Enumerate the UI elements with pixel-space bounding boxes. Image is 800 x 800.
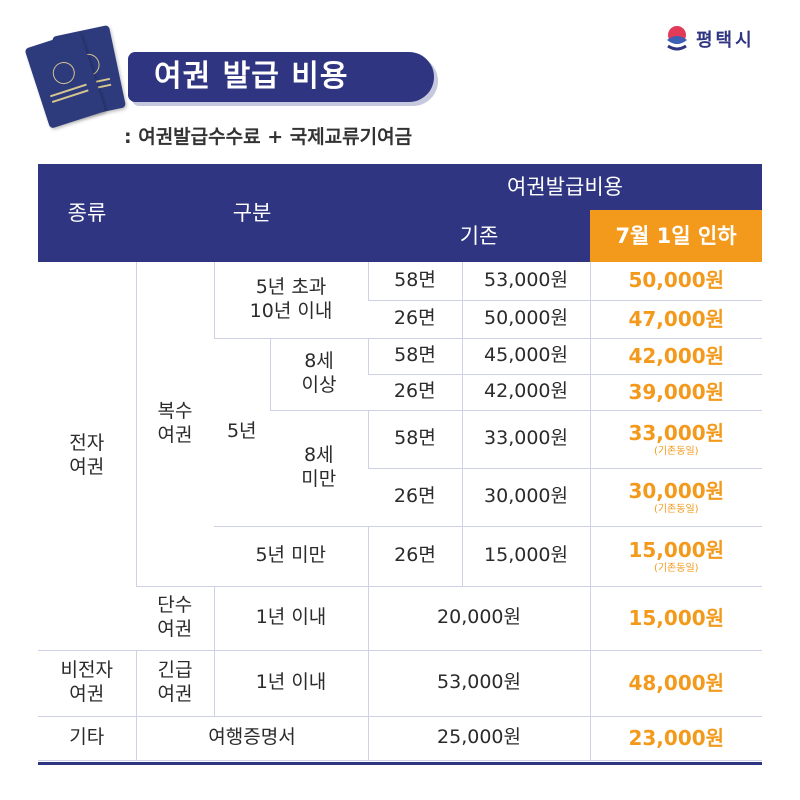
old-fee-cell: 53,000원 bbox=[461, 262, 591, 301]
group-age8-over: 8세 이상 bbox=[269, 338, 369, 411]
header-existing: 기존 bbox=[368, 210, 591, 262]
group-five-year: 5년 bbox=[214, 338, 270, 527]
period-cell: 1년 이내 bbox=[213, 586, 369, 651]
pages-cell: 58면 bbox=[367, 410, 463, 469]
table-row: 26면 42,000원 39,000원 bbox=[38, 374, 763, 411]
pages-cell: 26면 bbox=[368, 374, 463, 411]
new-fee-cell: 50,000원 bbox=[589, 262, 763, 301]
old-fee-cell: 50,000원 bbox=[461, 300, 591, 339]
new-fee-cell: 33,000원 (기존동일) bbox=[589, 410, 763, 469]
table-row: 5년 미만 26면 15,000원 15,000원 (기존동일) bbox=[38, 526, 763, 587]
pages-cell: 58면 bbox=[367, 338, 463, 375]
new-fee-cell: 48,000원 bbox=[589, 650, 763, 717]
table-row: 5년 8세 이상 58면 45,000원 42,000원 bbox=[38, 338, 763, 527]
group-non-electronic: 비전자 여권 bbox=[38, 650, 136, 717]
page-title: 여권 발급 비용 bbox=[128, 52, 434, 102]
table-row: 26면 50,000원 47,000원 bbox=[38, 300, 763, 339]
period-cell: 1년 이내 bbox=[213, 650, 369, 717]
old-fee-cell: 42,000원 bbox=[461, 374, 591, 411]
header-fee: 여권발급비용 bbox=[368, 164, 763, 210]
new-fee-cell: 30,000원 (기존동일) bbox=[589, 468, 763, 527]
pages-cell: 26면 bbox=[368, 300, 463, 339]
same-note: (기존동일) bbox=[653, 504, 699, 515]
travel-cert-cell: 여행증명서 bbox=[135, 716, 369, 761]
brand-logo: 평택시 bbox=[664, 24, 755, 54]
passport-fee-table: 종류 구분 여권발급비용 기존 7월 1일 인하 전자 여권 복수 여권 5년 … bbox=[38, 164, 763, 761]
table-row: 기타 여행증명서 25,000원 23,000원 bbox=[38, 716, 763, 761]
new-fee-cell: 15,000원 (기존동일) bbox=[589, 526, 763, 587]
table-row: 8세 미만 58면 33,000원 33,000원 (기존동일) bbox=[38, 410, 763, 527]
group-other: 기타 bbox=[38, 716, 136, 761]
new-fee-cell: 39,000원 bbox=[589, 374, 763, 411]
old-fee-cell: 33,000원 bbox=[461, 410, 591, 469]
same-note: (기존동일) bbox=[653, 446, 699, 457]
old-fee-cell: 45,000원 bbox=[461, 338, 591, 375]
new-fee-cell: 47,000원 bbox=[589, 300, 763, 339]
group-under5: 5년 미만 bbox=[214, 526, 369, 587]
pages-cell: 26면 bbox=[368, 468, 463, 527]
table-row: 26면 30,000원 30,000원 (기존동일) bbox=[38, 468, 763, 527]
pages-cell: 26면 bbox=[367, 526, 463, 587]
group-age8-under: 8세 미만 bbox=[270, 410, 369, 527]
group-electronic: 전자 여권 bbox=[38, 262, 136, 651]
group-emergency: 긴급 여권 bbox=[135, 650, 214, 717]
old-fee-cell: 20,000원 bbox=[367, 586, 591, 651]
table-bottom-rule bbox=[38, 762, 762, 765]
group-over5-10: 5년 초과 10년 이내 bbox=[213, 262, 369, 339]
new-fee-cell: 42,000원 bbox=[589, 338, 763, 375]
old-fee-cell: 53,000원 bbox=[367, 650, 591, 717]
old-fee-cell: 30,000원 bbox=[461, 468, 591, 527]
new-fee-cell: 15,000원 bbox=[589, 586, 763, 651]
header-new-fee: 7월 1일 인하 bbox=[590, 210, 763, 262]
city-emblem-icon bbox=[667, 26, 687, 51]
new-fee-cell: 23,000원 bbox=[589, 716, 763, 761]
same-note: (기존동일) bbox=[653, 563, 699, 574]
brand-name: 평택시 bbox=[696, 30, 755, 51]
header-category: 구분 bbox=[136, 164, 369, 262]
table-row: 비전자 여권 긴급 여권 1년 이내 53,000원 48,000원 bbox=[38, 650, 763, 717]
table-row: 전자 여권 복수 여권 5년 초과 10년 이내 58면 53,000원 50,… bbox=[38, 262, 763, 651]
group-single: 단수 여권 bbox=[136, 586, 214, 651]
old-fee-cell: 25,000원 bbox=[367, 716, 591, 761]
header-type: 종류 bbox=[38, 164, 136, 262]
table-row: 단수 여권 1년 이내 20,000원 15,000원 bbox=[38, 586, 763, 651]
page-subtitle: : 여권발급수수료 + 국제교류기여금 bbox=[124, 126, 413, 148]
pages-cell: 58면 bbox=[367, 262, 463, 301]
old-fee-cell: 15,000원 bbox=[461, 526, 591, 587]
group-multiple: 복수 여권 bbox=[135, 262, 214, 587]
